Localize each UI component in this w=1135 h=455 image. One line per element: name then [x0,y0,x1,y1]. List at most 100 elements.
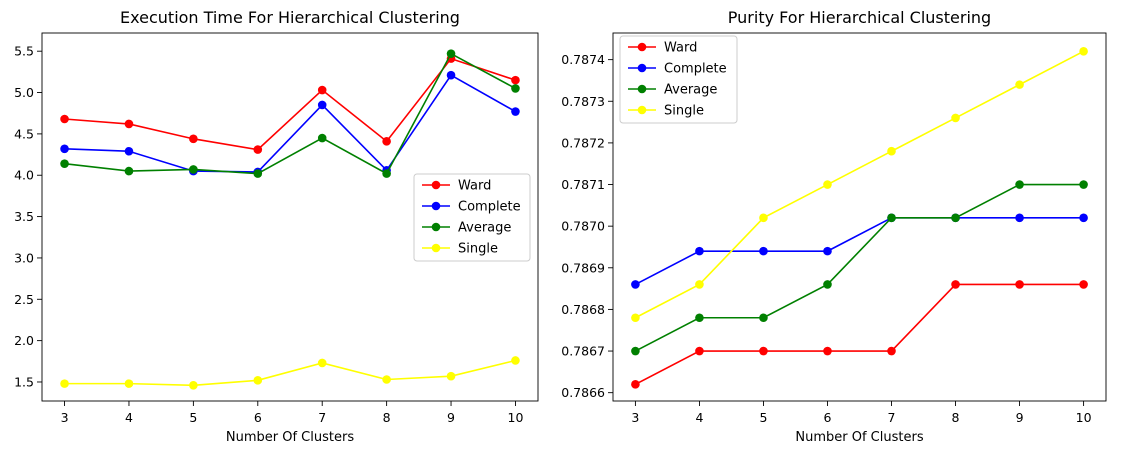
legend-marker [637,63,647,73]
data-point-single [382,375,391,384]
legend-item-complete: Complete [422,200,521,215]
legend-item-average: Average [628,83,717,98]
legend-item-complete: Complete [628,62,727,77]
data-point-ward [189,134,198,144]
legend-label: Ward [458,179,491,194]
y-tick-label: 0.7873 [561,94,605,109]
data-point-single [317,358,327,368]
y-tick-label: 0.7870 [561,219,605,234]
series-line-single [64,359,516,387]
purity-chart: Purity For Hierarchical Clustering Number… [561,8,1107,445]
y-tick-label: 4.5 [14,126,34,141]
x-tick-label: 6 [824,410,832,425]
legend-item-average: Average [422,221,511,236]
data-point-single [951,113,960,123]
data-point-average [60,159,69,168]
x-tick-label: 5 [759,410,767,425]
legend-label: Single [664,104,704,119]
data-point-single [511,356,520,365]
data-point-average [253,169,263,178]
series-line-complete [635,217,1084,286]
plot-frame [41,32,539,402]
data-point-single [695,280,704,289]
series-line-average [635,183,1084,352]
data-point-single [1015,80,1024,89]
x-tick-label: 7 [318,410,326,425]
data-point-ward [511,75,520,85]
data-point-average [446,49,456,58]
data-point-average [382,169,391,178]
data-point-complete [60,144,69,154]
y-tick-label: 5.0 [14,85,34,100]
legend-item-ward: Ward [422,179,491,194]
legend: Ward Complete Average Single [413,173,531,262]
data-point-complete [124,146,134,156]
legend-label: Complete [664,62,727,77]
legend-label: Average [664,83,717,98]
chart-title: Execution Time For Hierarchical Clusteri… [120,8,460,27]
data-point-average [631,346,640,356]
data-point-single [60,379,69,388]
x-axis-label: Number Of Clusters [795,430,923,445]
data-point-complete [511,107,520,116]
x-tick-label: 7 [888,410,896,425]
data-point-complete [823,246,832,256]
x-tick-label: 4 [695,410,703,425]
data-point-average [317,133,327,143]
data-point-average [695,313,704,323]
x-tick-label: 8 [952,410,960,425]
y-tick-label: 0.7866 [561,385,605,400]
data-point-average [759,313,768,323]
x-tick-label: 9 [1016,410,1024,425]
x-tick-label: 10 [1076,410,1092,425]
x-tick-label: 3 [631,410,639,425]
data-point-ward [253,145,263,154]
legend-marker [431,201,441,211]
data-point-average [1015,180,1024,189]
legend-marker [637,42,647,52]
data-point-average [189,165,198,174]
data-point-complete [759,246,768,256]
chart-title: Purity For Hierarchical Clustering [728,8,991,27]
data-point-single [759,213,768,223]
data-point-ward [951,280,960,289]
legend-label: Ward [664,41,697,56]
y-tick-label: 1.5 [14,374,34,389]
legend: Ward Complete Average Single [619,35,738,124]
data-point-complete [446,70,456,80]
data-point-average [951,213,960,223]
data-point-ward [823,346,832,356]
series-line-single [635,50,1084,319]
data-point-single [124,379,134,388]
series-line-average [64,52,516,175]
y-tick-label: 0.7872 [561,135,605,150]
data-point-average [823,280,832,289]
execution-time-chart: Execution Time For Hierarchical Clusteri… [14,8,539,445]
x-tick-label: 9 [447,410,455,425]
x-tick-label: 4 [125,410,133,425]
y-tick-label: 0.7871 [561,177,605,192]
data-point-complete [1015,213,1024,223]
x-tick-label: 6 [254,410,262,425]
y-tick-label: 0.7874 [561,52,605,67]
legend-item-single: Single [628,104,704,119]
series-line-ward [64,57,516,151]
legend-item-ward: Ward [628,41,697,56]
y-tick-label: 0.7868 [561,302,605,317]
legend-item-single: Single [422,242,498,257]
legend-label: Single [458,242,498,257]
data-point-complete [631,280,640,289]
y-tick-label: 4.0 [14,168,34,183]
data-point-ward [631,380,640,389]
data-point-complete [317,100,327,110]
data-point-single [1079,47,1088,56]
data-point-ward [317,85,327,95]
series-line-ward [635,283,1084,386]
data-point-ward [1015,280,1024,289]
legend-marker [637,84,647,94]
data-point-ward [887,346,896,356]
series-line-complete [64,74,516,173]
y-tick-label: 2.5 [14,292,34,307]
legend-marker [431,243,441,253]
data-point-ward [695,346,704,356]
